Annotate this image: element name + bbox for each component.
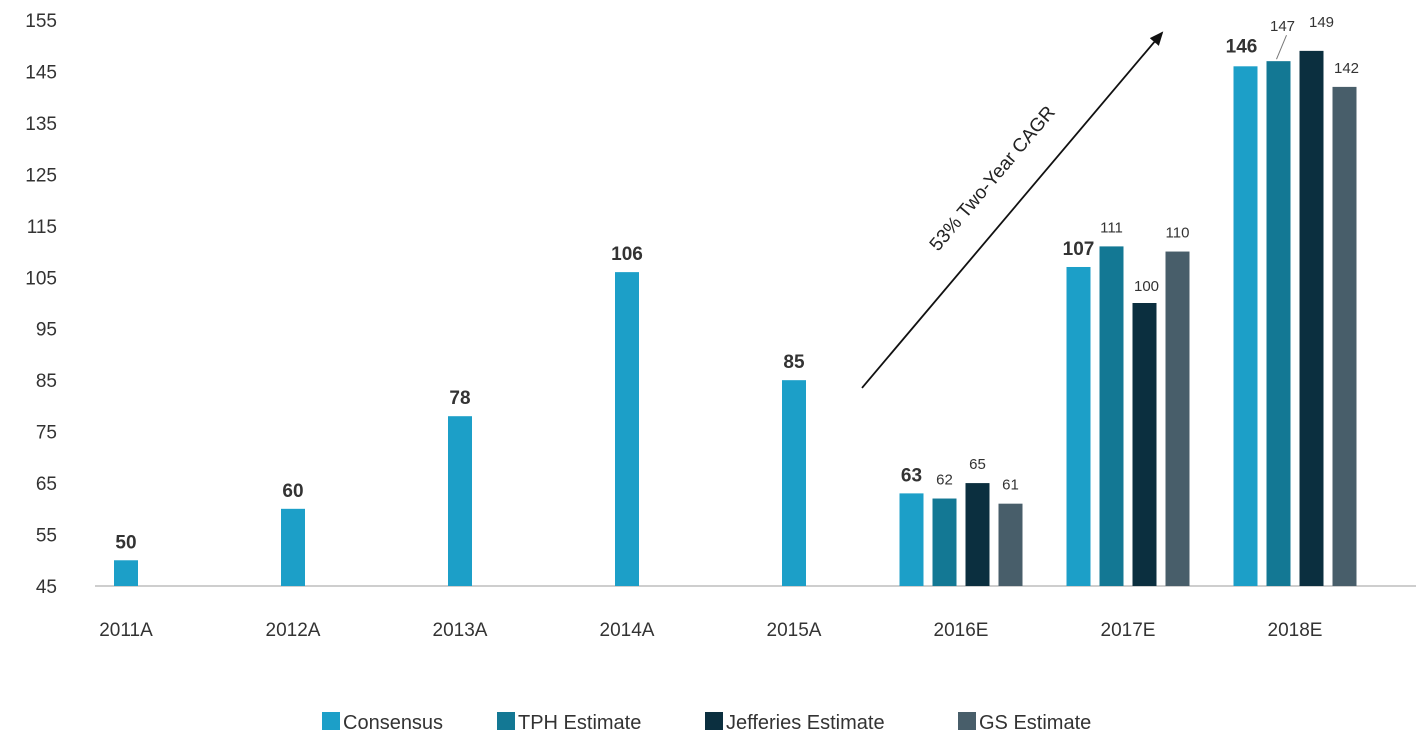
data-labels: 50 60 78 106 85 63 62 65 61 107 111 100 110 146 147 149…: [115, 14, 1359, 553]
x-tick-label: 2017E: [1101, 620, 1156, 641]
bar-jefferies-estimate: [965, 483, 990, 586]
bar-gs-estimate: [1165, 251, 1190, 586]
y-tick-label: 95: [36, 320, 57, 341]
y-tick-label: 105: [25, 268, 57, 289]
data-label-consensus: 78: [449, 388, 470, 409]
y-tick-label: 125: [25, 165, 57, 186]
y-tick-label: 55: [36, 526, 57, 547]
x-tick-label: 2012A: [266, 620, 321, 641]
data-label-tph-estimate: 147: [1270, 18, 1295, 35]
y-tick-label: 45: [36, 577, 57, 598]
x-tick-label: 2018E: [1268, 620, 1323, 641]
data-label-jefferies-estimate: 149: [1309, 14, 1334, 31]
cagr-arrow: [861, 31, 1164, 389]
data-label-consensus: 146: [1226, 36, 1258, 57]
data-label-consensus: 85: [783, 352, 805, 373]
y-tick-label: 115: [27, 217, 57, 238]
legend-label-consensus: Consensus: [343, 712, 443, 734]
label-leader-line: [1276, 34, 1287, 60]
bar-consensus: [899, 493, 924, 586]
y-tick-label: 85: [36, 371, 57, 392]
bar-jefferies-estimate: [1299, 50, 1324, 586]
y-tick-label: 155: [25, 11, 57, 32]
y-axis: 45 55 65 75 85 95 105 115 125 135 145 155: [25, 11, 57, 598]
legend-label-jefferies-estimate: Jefferies Estimate: [726, 712, 885, 734]
data-label-consensus: 106: [611, 244, 643, 265]
bar-jefferies-estimate: [1132, 303, 1157, 586]
data-label-gs-estimate: 110: [1166, 225, 1190, 242]
bar-consensus: [782, 380, 806, 586]
bar-consensus: [114, 560, 138, 586]
bar-gs-estimate: [1332, 86, 1357, 587]
y-tick-label: 145: [25, 62, 57, 83]
data-label-jefferies-estimate: 100: [1134, 278, 1159, 295]
bar-consensus: [1066, 266, 1091, 586]
x-tick-label: 2015A: [767, 620, 822, 641]
bar-gs-estimate: [998, 503, 1023, 586]
y-tick-label: 65: [36, 474, 57, 495]
x-tick-label: 2013A: [433, 620, 488, 641]
data-label-consensus: 107: [1063, 239, 1095, 260]
data-label-tph-estimate: 111: [1100, 219, 1123, 236]
bar-consensus: [615, 272, 639, 586]
bar-tph-estimate: [1099, 246, 1124, 586]
bar-consensus: [281, 508, 305, 586]
y-tick-label: 135: [25, 114, 57, 135]
legend-swatch-jefferies-estimate: [705, 712, 723, 730]
data-label-consensus: 63: [901, 465, 922, 486]
x-tick-label: 2016E: [934, 620, 989, 641]
legend-swatch-gs-estimate: [958, 712, 976, 730]
bar-consensus: [1233, 66, 1258, 587]
y-tick-label: 75: [36, 423, 57, 444]
data-label-consensus: 50: [115, 532, 136, 553]
x-tick-label: 2014A: [600, 620, 655, 641]
legend: Consensus TPH Estimate Jefferies Estimate G…: [322, 712, 1091, 734]
legend-label-tph-estimate: TPH Estimate: [518, 712, 641, 734]
x-axis: 2011A 2012A 2013A 2014A 2015A 2016E 2017E 2018E: [99, 620, 1322, 641]
bar-tph-estimate: [932, 498, 957, 586]
data-label-tph-estimate: 62: [936, 472, 953, 489]
bar-consensus: [448, 416, 472, 586]
data-label-gs-estimate: 61: [1002, 477, 1019, 494]
bars: [114, 50, 1357, 587]
data-label-gs-estimate: 142: [1334, 60, 1359, 77]
legend-swatch-consensus: [322, 712, 340, 730]
legend-swatch-tph-estimate: [497, 712, 515, 730]
bar-tph-estimate: [1266, 61, 1291, 586]
legend-label-gs-estimate: GS Estimate: [979, 712, 1091, 734]
x-tick-label: 2011A: [99, 620, 153, 641]
data-label-jefferies-estimate: 65: [969, 456, 986, 473]
data-label-consensus: 60: [282, 481, 303, 502]
